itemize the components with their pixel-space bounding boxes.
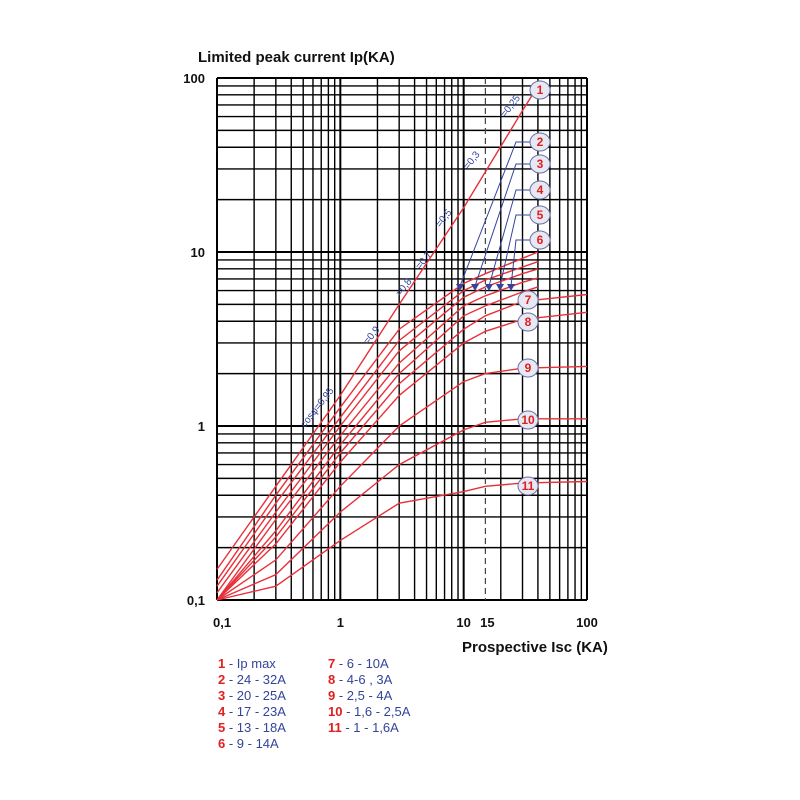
legend-text: - 13 - 18A: [225, 720, 286, 735]
curve-tag-circle: [529, 230, 551, 250]
curve-tag-circle: [517, 358, 539, 378]
curve-2: [216, 251, 539, 581]
legend-num: 3: [218, 688, 226, 703]
legend-text: - 1 - 1,6A: [341, 720, 399, 735]
x-tick-label: 100: [576, 615, 598, 630]
curve-9: [216, 365, 588, 601]
curve-3: [216, 261, 539, 587]
legend-text: - 1,6 - 2,5A: [342, 704, 411, 719]
arrowhead-icon: [471, 284, 479, 291]
curve-tag-label: 4: [537, 183, 544, 197]
connector-line: [499, 214, 530, 287]
legend-text: - 17 - 23A: [225, 704, 286, 719]
legend-text: - 24 - 32A: [225, 672, 286, 687]
legend-item: 5 - 13 - 18A: [218, 720, 286, 736]
curve-10: [216, 418, 587, 601]
grid: [216, 77, 588, 601]
legend-num: 11: [328, 720, 342, 735]
legend-text: - 2,5 - 4A: [335, 688, 393, 703]
legend-num: 5: [218, 720, 226, 735]
legend-item: 3 - 20 - 25A: [218, 688, 286, 704]
legend-item: 2 - 24 - 32A: [218, 672, 286, 688]
legend-right: 7 - 6 - 10A 8 - 4-6 , 3A 9 - 2,5 - 4A 10…: [328, 656, 410, 736]
curve-tag-label: 3: [537, 157, 544, 171]
legend-item: 10 - 1,6 - 2,5A: [328, 704, 410, 720]
legend-text: - 6 - 10A: [335, 656, 389, 671]
legend-item: 1 - Ip max: [218, 656, 286, 672]
curve-tag-label: 10: [521, 413, 535, 427]
legend-text: - 9 - 14A: [225, 736, 279, 751]
arrowhead-icon: [456, 284, 464, 291]
curve-tag-label: 9: [525, 361, 532, 375]
legend-num: 1: [218, 656, 226, 671]
curve-tag-circle: [529, 154, 551, 174]
legend-text: - 20 - 25A: [225, 688, 286, 703]
legend-item: 7 - 6 - 10A: [328, 656, 410, 672]
legend-text: - Ip max: [225, 656, 276, 671]
curve-tag-label: 5: [537, 208, 544, 222]
curve-tag-circle: [517, 290, 539, 310]
y-tick-label: 0,1: [187, 593, 205, 608]
legend-item: 4 - 17 - 23A: [218, 704, 286, 720]
legend-item: 11 - 1 - 1,6A: [328, 720, 410, 736]
curve-6: [216, 286, 539, 601]
x-tick-label: 10: [456, 615, 470, 630]
curve-11: [216, 480, 588, 601]
curve-tag-circle: [529, 180, 551, 200]
curve-tag-label: 1: [537, 83, 544, 97]
x-tick-label: 0,1: [213, 615, 231, 630]
connector-line: [510, 239, 530, 287]
curve-7: [216, 293, 588, 601]
curve-tag-label: 2: [537, 135, 544, 149]
connector-line: [474, 163, 530, 287]
curve-1: [216, 85, 539, 570]
connector-line: [488, 189, 530, 287]
legend-num: 10: [328, 704, 343, 719]
curve-8: [216, 311, 588, 601]
curve-tag-label: 8: [525, 315, 532, 329]
curve-5: [216, 277, 539, 601]
legend-num: 9: [328, 688, 336, 703]
legend-num: 4: [218, 704, 226, 719]
y-tick-label: 1: [198, 419, 205, 434]
connector-line: [459, 141, 530, 287]
legend-left: 1 - Ip max 2 - 24 - 32A 3 - 20 - 25A 4 -…: [218, 656, 286, 752]
curve-tag-label: 7: [525, 293, 532, 307]
legend-text: - 4-6 , 3A: [335, 672, 393, 687]
legend-num: 2: [218, 672, 226, 687]
y-axis-title: Limited peak current Ip(KA): [198, 49, 395, 66]
curve-tag-circle: [517, 476, 539, 496]
curve-tag-circle: [517, 312, 539, 332]
legend-item: 8 - 4-6 , 3A: [328, 672, 410, 688]
y-tick-label: 10: [191, 245, 205, 260]
legend-item: 6 - 9 - 14A: [218, 736, 286, 752]
arrowhead-icon: [485, 284, 493, 291]
curve-tag-label: 11: [522, 479, 535, 493]
arrowhead-icon: [507, 284, 515, 291]
curve-tag-circle: [529, 205, 551, 225]
curves: [216, 85, 588, 601]
curve-tag-circle: [529, 80, 551, 100]
curve-tag-circle: [517, 410, 539, 430]
arrowhead-icon: [496, 284, 504, 291]
curve-4: [216, 268, 539, 594]
legend-num: 8: [328, 672, 336, 687]
legend-num: 6: [218, 736, 226, 751]
x-axis-title: Prospective Isc (KA): [462, 639, 608, 656]
legend-item: 9 - 2,5 - 4A: [328, 688, 410, 704]
curve-tag-circle: [529, 132, 551, 152]
y-tick-label: 100: [183, 71, 205, 86]
legend-num: 7: [328, 656, 336, 671]
curve-tag-label: 6: [537, 233, 544, 247]
x-tick-label: 1: [337, 615, 344, 630]
x-tick-label: 15: [480, 615, 494, 630]
